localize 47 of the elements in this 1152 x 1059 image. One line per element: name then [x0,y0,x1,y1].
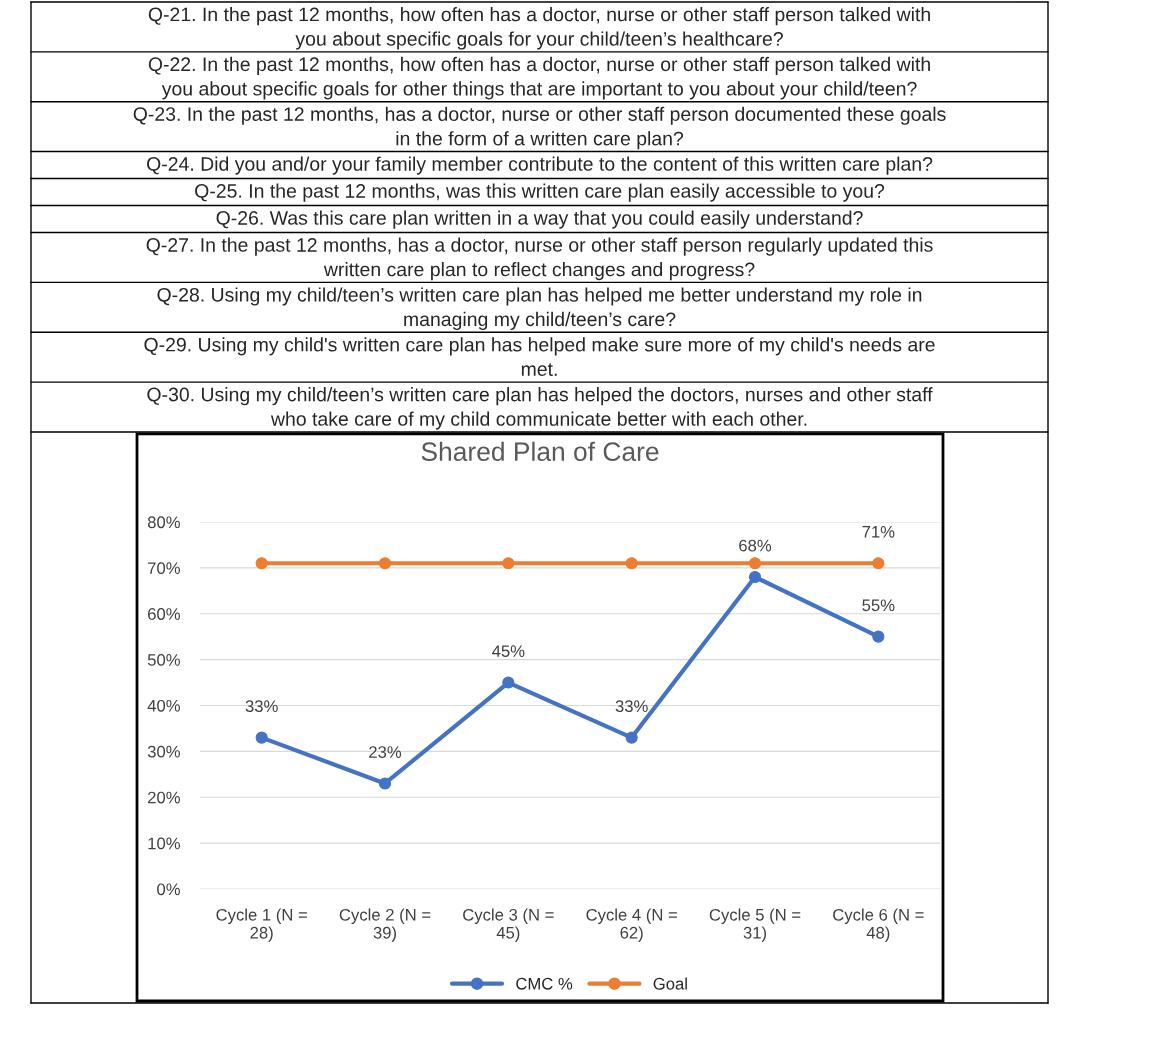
x-tick-label: Cycle 1 (N = 28) [216,908,307,942]
point [625,557,638,570]
y-tick-label: 10% [148,837,180,850]
data-label: 33% [245,700,278,713]
y-tick-label: 50% [147,653,180,666]
data-label: 71% [862,526,895,538]
point [378,777,392,790]
point [748,570,762,584]
legend-label: Goal [653,977,687,990]
x-tick-label: Cycle 3 (N = 45) [463,908,554,942]
text: Q-27. In the past 12 months, has a doctor, nurse or other staff person regularly updated this written care plan to reflect changes and progress? [146,237,933,281]
point [872,557,885,570]
text: Q-24. Did you and/or your family member contribute to the content of this written care plan? [147,156,933,175]
x-tick-label: Cycle 6 (N = 48) [833,908,924,942]
text: Q-25. In the past 12 months, was this written care plan easily accessible to you? [195,183,885,202]
text: Q-22. In the past 12 months, how often has a doctor, nurse or other staff person talked with you about specific goals for other things that are important to you about your child/teen? [148,56,930,100]
y-tick-label: 0% [157,883,180,896]
x-tick-label: Cycle 2 (N = 39) [339,908,431,942]
text: Q-23. In the past 12 months, has a doctor, nurse or other staff person documented these goals in the form of a written care plan? [133,106,946,150]
text: Q-29. Using my child's written care plan has helped make sure more of my child's needs are met. [144,337,935,376]
text: Q-26. Was this care plan written in a way that you could easily understand? [216,210,863,229]
data-label: 68% [739,539,772,552]
data-label: 45% [492,645,525,658]
point [625,731,638,744]
point [502,557,515,570]
x-tick-label: Cycle 5 (N = 31) [709,908,801,942]
y-tick-label: 60% [148,608,180,620]
legend-label: CMC % [516,977,573,990]
point [502,676,515,689]
text: Q-28. Using my child/teen’s written care plan has helped me better understand my role in managing my child/teen’s care? [157,287,922,330]
point [748,557,762,570]
chart-title: Shared Plan of Care [421,441,659,462]
y-tick-label: 30% [147,745,180,758]
y-tick-label: 70% [148,562,180,575]
point [255,731,268,744]
data-label: 55% [862,599,895,612]
point [255,557,268,570]
y-tick-label: 40% [147,699,180,712]
text: Q-21. In the past 12 months, how often has a doctor, nurse or other staff person talked with you about specific goals for your child/teen’s healthcare? [148,7,930,50]
text: Q-30. Using my child/teen’s written care plan has helped the doctors, nurses and other staff who take care of my child communicate better with each other. [147,387,933,430]
point [872,630,885,643]
data-label: 23% [369,746,402,758]
data-label: 33% [615,700,648,713]
y-tick-label: 20% [148,791,180,804]
point [378,557,392,570]
y-tick-label: 80% [147,516,180,529]
x-tick-label: Cycle 4 (N = 62) [586,908,677,942]
